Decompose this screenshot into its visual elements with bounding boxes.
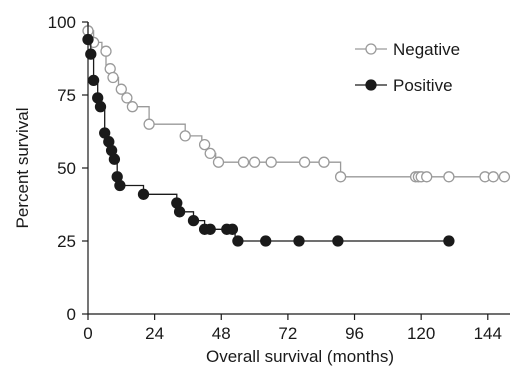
data-point-negative <box>115 83 127 95</box>
x-axis-label: Overall survival (months) <box>206 347 394 366</box>
data-point-negative <box>121 92 133 104</box>
data-point-positive <box>226 223 239 235</box>
data-point-negative <box>179 130 191 142</box>
y-tick-label: 50 <box>57 159 76 178</box>
data-point-negative <box>107 71 119 84</box>
data-point-positive <box>260 235 272 247</box>
data-point-negative <box>143 118 155 130</box>
legend: Negative Positive <box>355 40 460 95</box>
data-point-positive <box>293 235 305 247</box>
data-point-negative <box>198 138 211 151</box>
legend-marker-positive <box>365 79 377 91</box>
y-axis-label: Percent survival <box>13 108 32 229</box>
data-point-positive <box>108 153 121 165</box>
data-point-negative <box>487 171 499 183</box>
x-tick-label: 144 <box>474 324 502 343</box>
data-point-negative <box>334 171 347 183</box>
data-point-positive <box>187 214 200 227</box>
x-tick-label: 48 <box>212 324 231 343</box>
series-negative <box>82 22 511 183</box>
x-axis: 0 24 48 72 96 120 144 <box>83 313 510 343</box>
x-tick-label: 24 <box>145 324 164 343</box>
data-point-negative <box>498 171 511 183</box>
data-point-positive <box>332 235 344 247</box>
data-point-positive <box>87 74 100 87</box>
y-tick-label: 100 <box>48 13 76 32</box>
legend-item-negative: Negative <box>355 40 460 59</box>
series-positive <box>82 22 455 247</box>
data-point-positive <box>114 179 126 192</box>
y-axis: 0 25 50 75 100 <box>48 13 89 324</box>
data-point-negative <box>248 156 261 168</box>
data-point-negative <box>318 156 330 168</box>
data-point-positive <box>85 48 97 60</box>
data-point-negative <box>421 171 433 183</box>
data-point-negative <box>100 45 112 57</box>
data-point-positive <box>137 188 150 200</box>
data-point-positive <box>443 235 455 247</box>
data-point-negative <box>237 156 250 168</box>
data-point-positive <box>173 206 186 218</box>
data-point-negative <box>126 101 139 113</box>
plot-area <box>82 22 511 247</box>
data-point-negative <box>298 156 311 168</box>
data-point-negative <box>204 147 216 160</box>
legend-label-positive: Positive <box>393 76 453 95</box>
legend-label-negative: Negative <box>393 40 460 59</box>
data-point-positive <box>232 235 244 247</box>
data-point-negative <box>212 156 225 168</box>
x-tick-label: 72 <box>278 324 297 343</box>
y-tick-label: 0 <box>67 305 76 324</box>
y-tick-label: 75 <box>57 86 76 105</box>
data-point-positive <box>82 33 94 46</box>
legend-item-positive: Positive <box>355 76 453 95</box>
x-tick-label: 96 <box>345 324 364 343</box>
data-point-positive <box>94 101 107 113</box>
y-tick-label: 25 <box>57 232 76 251</box>
legend-marker-negative <box>365 43 377 55</box>
data-point-negative <box>443 171 455 183</box>
data-point-negative <box>265 156 277 168</box>
x-tick-label: 120 <box>407 324 435 343</box>
data-point-positive <box>204 223 216 235</box>
x-tick-label: 0 <box>83 324 92 343</box>
